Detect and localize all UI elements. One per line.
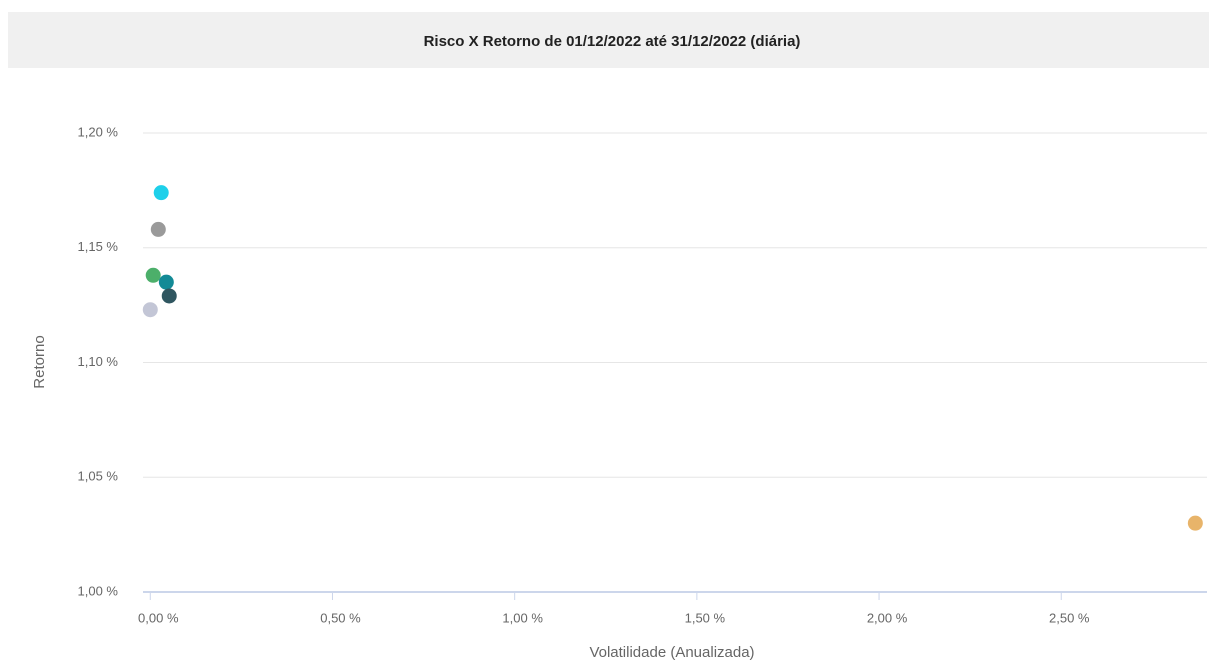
x-axis-label: Volatilidade (Anualizada) (589, 644, 754, 661)
y-tick-label: 1,20 % (78, 124, 119, 139)
point (142, 302, 158, 318)
y-tick-label: 1,10 % (78, 354, 119, 369)
point (161, 288, 177, 304)
x-tick-label: 0,00 % (138, 610, 179, 625)
y-tick-label: 1,15 % (78, 239, 119, 254)
point (1187, 515, 1203, 531)
x-tick-label: 1,50 % (685, 610, 726, 625)
y-tick-label: 1,00 % (78, 583, 119, 598)
x-tick-label: 2,00 % (867, 610, 908, 625)
x-tick-label: 0,50 % (320, 610, 361, 625)
point (158, 274, 174, 290)
chart-title: Risco X Retorno de 01/12/2022 até 31/12/… (424, 33, 801, 50)
title-bar (8, 12, 1209, 68)
x-tick-label: 2,50 % (1049, 610, 1090, 625)
point (145, 267, 161, 283)
point (150, 221, 166, 237)
x-tick-label: 1,00 % (502, 610, 543, 625)
y-axis-label: Retorno (31, 335, 48, 388)
point (153, 185, 169, 201)
y-tick-label: 1,05 % (78, 469, 119, 484)
